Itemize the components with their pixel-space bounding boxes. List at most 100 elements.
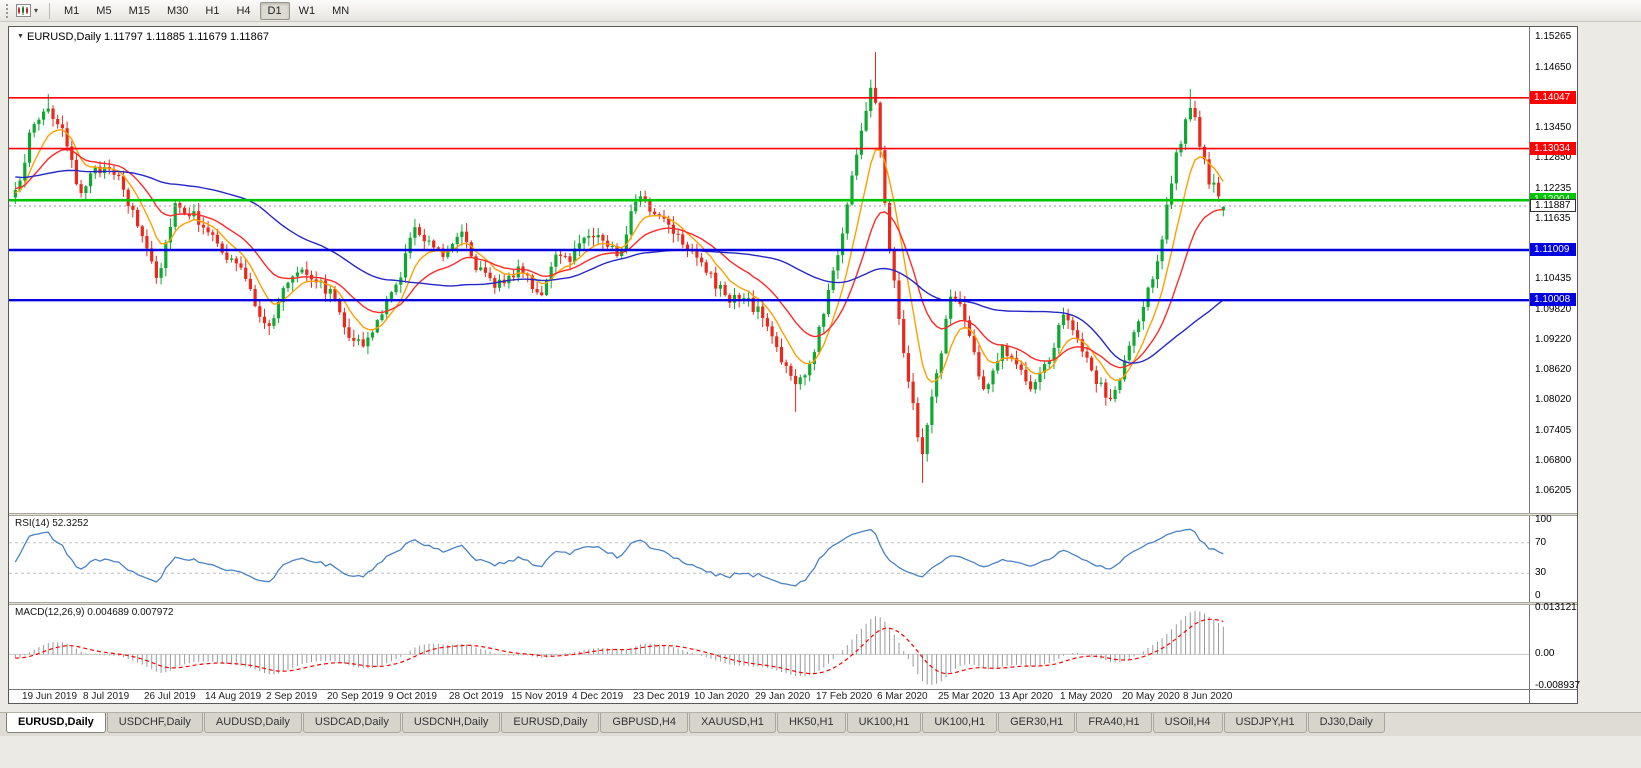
chart-title-icon: ▼ [17, 33, 24, 40]
rsi-level-label: 0 [1535, 590, 1541, 601]
pane-splitter[interactable] [9, 513, 1577, 516]
y-axis-tick-label: 1.08620 [1535, 364, 1572, 375]
macd-axis-label: 0.013121 [1535, 602, 1577, 613]
macd-axis-label: -0.008937 [1535, 680, 1581, 691]
chart-tab-dj30-daily[interactable]: DJ30,Daily [1307, 713, 1385, 733]
current-price-badge: 1.11887 [1530, 199, 1576, 212]
chart-tab-gbpusd-h4[interactable]: GBPUSD,H4 [600, 713, 688, 733]
y-axis-tick-label: 1.12235 [1535, 183, 1572, 194]
chart-tab-xauusd-h1[interactable]: XAUUSD,H1 [688, 713, 776, 733]
price-level-badge: 1.14047 [1530, 91, 1576, 104]
axis-corner [1529, 689, 1577, 703]
chart-title: ▼ EURUSD,Daily 1.11797 1.11885 1.11679 1… [17, 31, 269, 43]
timeframe-button-d1[interactable]: D1 [259, 1, 290, 20]
y-axis-tick-label: 1.08020 [1535, 394, 1572, 405]
price-level-badge: 1.10008 [1530, 293, 1576, 306]
x-axis-date-label: 8 Jul 2019 [83, 691, 130, 702]
chart-tab-usdchf-daily[interactable]: USDCHF,Daily [106, 713, 203, 733]
chart-tab-eurusd-daily[interactable]: EURUSD,Daily [6, 713, 106, 733]
chart-tab-uk100-h1[interactable]: UK100,H1 [846, 713, 922, 733]
x-axis-date-label: 20 Sep 2019 [327, 691, 384, 702]
chart-tab-usdcnh-daily[interactable]: USDCNH,Daily [401, 713, 501, 733]
candles-group [13, 52, 1225, 483]
y-axis-tick-label: 1.06205 [1535, 485, 1572, 496]
x-axis-date-label: 23 Dec 2019 [633, 691, 690, 702]
y-axis-tick-label: 1.13450 [1535, 122, 1572, 133]
x-axis-date-label: 9 Oct 2019 [388, 691, 437, 702]
rsi-pane[interactable] [9, 516, 1529, 602]
y-axis-tick-label: 1.14650 [1535, 62, 1572, 73]
y-axis-tick-label: 1.10435 [1535, 273, 1572, 284]
x-axis-date-label: 15 Nov 2019 [511, 691, 568, 702]
toolbar-grip[interactable] [6, 3, 10, 18]
x-axis-date-label: 8 Jun 2020 [1183, 691, 1233, 702]
timeframe-button-m15[interactable]: M15 [121, 2, 158, 20]
x-axis-date-label: 4 Dec 2019 [572, 691, 624, 702]
macd-signal-line [15, 618, 1224, 675]
chart-tab-audusd-daily[interactable]: AUDUSD,Daily [203, 713, 302, 733]
price-chart-pane[interactable] [9, 27, 1529, 513]
timeframe-button-h1[interactable]: H1 [197, 2, 227, 20]
time-axis: 19 Jun 2019 8 Jul 2019 26 Jul 2019 14 Aug 2… [9, 689, 1529, 703]
chart-title-ohlc: 1.11797 1.11885 1.11679 1.11867 [104, 31, 269, 43]
ma-fast-line [14, 129, 1224, 383]
x-axis-date-label: 25 Mar 2020 [938, 691, 995, 702]
timeframe-button-w1[interactable]: W1 [291, 2, 324, 20]
timeframe-button-m5[interactable]: M5 [88, 2, 119, 20]
y-axis-tick-label: 1.12850 [1535, 152, 1572, 163]
x-axis-date-label: 29 Jan 2020 [755, 691, 811, 702]
x-axis-date-label: 10 Jan 2020 [694, 691, 750, 702]
chart-tab-hk50-h1[interactable]: HK50,H1 [776, 713, 846, 733]
rsi-line [14, 528, 1224, 587]
timeframe-button-mn[interactable]: MN [324, 2, 357, 20]
timeframe-button-m30[interactable]: M30 [159, 2, 196, 20]
macd-pane[interactable] [9, 605, 1529, 689]
chart-type-dropdown-icon[interactable]: ▾ [34, 6, 39, 15]
x-axis-date-label: 20 May 2020 [1122, 691, 1180, 702]
x-axis-date-label: 13 Apr 2020 [999, 691, 1053, 702]
x-axis-date-label: 14 Aug 2019 [205, 691, 262, 702]
pane-splitter[interactable] [9, 602, 1577, 605]
macd-axis-label: 0.00 [1535, 648, 1555, 659]
timeframe-toolbar: ▾ M1 M5 M15 M30 H1 H4 D1 W1 MN [0, 0, 1641, 22]
macd-histogram [14, 610, 1224, 685]
x-axis-date-label: 17 Feb 2020 [816, 691, 873, 702]
price-level-badge: 1.13034 [1530, 142, 1576, 155]
chart-tab-uk100-h1[interactable]: UK100,H1 [922, 713, 998, 733]
chart-tab-fra40-h1[interactable]: FRA40,H1 [1076, 713, 1152, 733]
chart-tab-eurusd-daily[interactable]: EURUSD,Daily [501, 713, 600, 733]
mini-chart-icon [16, 4, 31, 17]
x-axis-date-label: 6 Mar 2020 [877, 691, 928, 702]
chart-tab-ger30-h1[interactable]: GER30,H1 [998, 713, 1076, 733]
rsi-indicator-label: RSI(14) 52.3252 [15, 518, 89, 529]
timeframe-button-h4[interactable]: H4 [228, 2, 258, 20]
rsi-level-label: 70 [1535, 537, 1547, 548]
x-axis-date-label: 2 Sep 2019 [266, 691, 318, 702]
chart-tab-usdcad-daily[interactable]: USDCAD,Daily [302, 713, 401, 733]
price-axis [1529, 27, 1577, 689]
chart-tabs-bar: EURUSD,Daily USDCHF,Daily AUDUSD,Daily USDC… [0, 712, 1641, 736]
timeframe-button-m1[interactable]: M1 [56, 2, 87, 20]
x-axis-date-label: 28 Oct 2019 [449, 691, 504, 702]
y-axis-tick-label: 1.15265 [1535, 31, 1572, 42]
ma-slow-line [15, 169, 1224, 364]
rsi-level-label: 100 [1535, 514, 1552, 525]
chart-tab-usoil-h4[interactable]: USOil,H4 [1152, 713, 1223, 733]
timeframe-buttons-group: M1 M5 M15 M30 H1 H4 D1 W1 MN [56, 1, 358, 20]
chart-tab-usdjpy-h1[interactable]: USDJPY,H1 [1223, 713, 1307, 733]
toolbar-separator [49, 2, 51, 19]
chart-window: ▼ EURUSD,Daily 1.11797 1.11885 1.11679 1… [8, 26, 1581, 704]
ma-medium-line [15, 148, 1224, 369]
y-axis-tick-label: 1.09220 [1535, 334, 1572, 345]
new-chart-icon[interactable] [16, 4, 31, 17]
rsi-level-label: 30 [1535, 567, 1547, 578]
x-axis-date-label: 26 Jul 2019 [144, 691, 196, 702]
x-axis-date-label: 1 May 2020 [1060, 691, 1113, 702]
price-level-badge: 1.11009 [1530, 243, 1576, 256]
chart-title-symbol: EURUSD,Daily [27, 31, 101, 43]
x-axis-date-label: 19 Jun 2019 [22, 691, 78, 702]
macd-indicator-label: MACD(12,26,9) 0.004689 0.007972 [15, 607, 174, 618]
y-axis-tick-label: 1.07405 [1535, 425, 1572, 436]
y-axis-tick-label: 1.09820 [1535, 304, 1572, 315]
